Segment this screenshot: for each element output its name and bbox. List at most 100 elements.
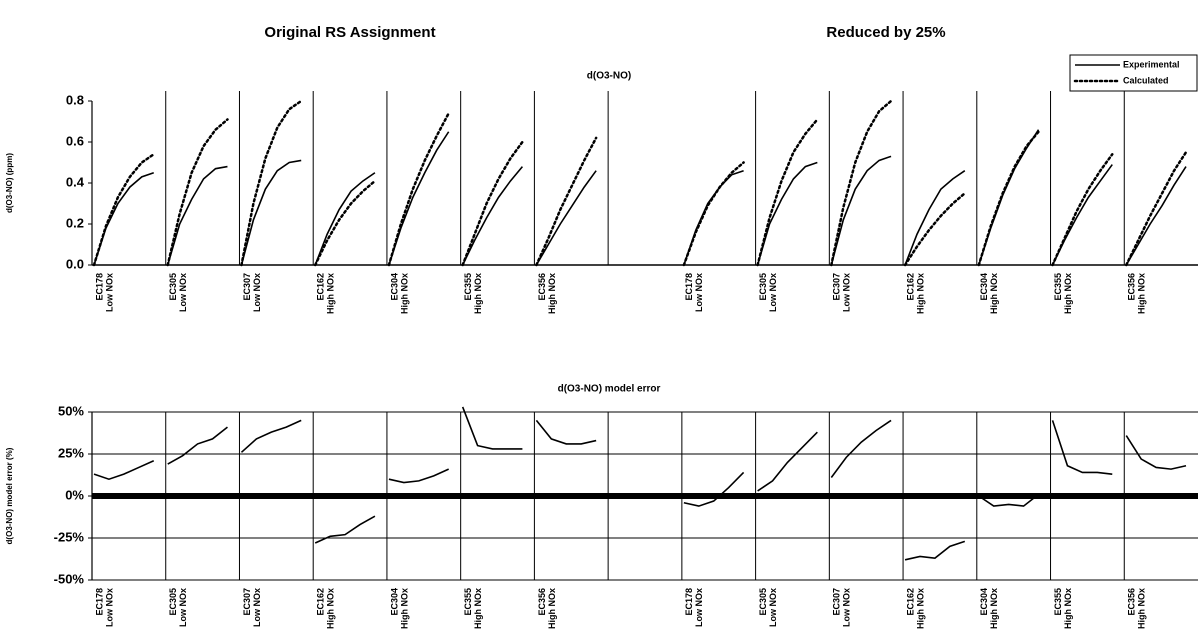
series-line [1051, 420, 1113, 475]
x-tick-label: High NOx [326, 588, 336, 629]
series-line [977, 130, 1040, 267]
x-tick-label: EC307 [832, 588, 842, 616]
x-tick-label: EC178 [94, 273, 104, 301]
series-line [1051, 164, 1113, 266]
x-tick-label: Low NOx [252, 273, 262, 312]
chart-title: d(O3-NO) model error [558, 384, 661, 395]
x-tick-label: Low NOx [252, 588, 262, 627]
series-line [461, 166, 524, 266]
x-tick-label: High NOx [915, 273, 925, 314]
x-tick-label: EC305 [758, 588, 768, 616]
series-line [1125, 435, 1187, 470]
y-tick-label: 0.6 [66, 133, 84, 148]
series-line [978, 129, 1040, 266]
series-line [830, 155, 892, 266]
x-tick-label: High NOx [1137, 273, 1147, 314]
y-tick-label: 0.4 [66, 174, 85, 189]
group-header: Original RS Assignment [264, 24, 435, 41]
x-tick-label: EC305 [168, 588, 178, 616]
x-tick-label: High NOx [399, 588, 409, 629]
series-line [757, 431, 818, 492]
y-tick-label: 0.2 [66, 215, 84, 230]
series-line [461, 140, 524, 267]
x-tick-label: High NOx [547, 273, 557, 314]
x-tick-label: High NOx [326, 273, 336, 314]
series-line [167, 426, 228, 465]
series-line [388, 131, 450, 266]
series-line [388, 468, 449, 484]
series-line [314, 172, 376, 266]
x-tick-label: EC304 [979, 588, 989, 616]
y-tick-label: 25% [58, 445, 84, 460]
x-tick-label: High NOx [1137, 588, 1147, 629]
x-tick-label: High NOx [1063, 273, 1073, 314]
series-line [387, 112, 450, 267]
series-line [978, 493, 1040, 507]
x-tick-label: EC305 [758, 273, 768, 301]
x-tick-label: EC355 [463, 588, 473, 616]
y-axis-title: d(O3-NO) model error (%) [5, 447, 14, 544]
y-tick-label: 50% [58, 403, 84, 418]
series-line [1051, 153, 1114, 267]
x-tick-label: EC178 [684, 273, 694, 301]
x-tick-label: High NOx [989, 273, 999, 314]
series-line [683, 169, 744, 266]
x-tick-label: Low NOx [104, 273, 114, 312]
series-line [240, 159, 302, 266]
x-tick-label: High NOx [915, 588, 925, 629]
x-tick-label: EC162 [316, 273, 326, 301]
x-tick-label: High NOx [473, 588, 483, 629]
x-tick-label: High NOx [989, 588, 999, 629]
series-line [313, 179, 377, 267]
x-tick-label: EC356 [1127, 588, 1137, 616]
series-line [1125, 166, 1187, 266]
legend-box [1069, 54, 1198, 92]
series-line [903, 192, 967, 267]
x-tick-label: Low NOx [694, 273, 704, 312]
legend-label: Experimental [1123, 59, 1180, 69]
y-tick-label: 0% [65, 487, 84, 502]
y-axis-title: d(O3-NO) (ppm) [5, 153, 14, 213]
series-line [535, 136, 598, 267]
x-tick-label: Low NOx [694, 588, 704, 627]
x-tick-label: High NOx [1063, 588, 1073, 629]
series-line [314, 515, 376, 544]
legend-label: Calculated [1123, 75, 1169, 85]
x-tick-label: Low NOx [842, 588, 852, 627]
series-line [461, 406, 523, 450]
x-tick-label: Low NOx [178, 273, 188, 312]
series-line [830, 419, 892, 478]
series-line [904, 540, 966, 561]
x-tick-label: EC162 [905, 588, 915, 616]
series-line [166, 118, 229, 267]
x-tick-label: EC307 [242, 273, 252, 301]
series-line [904, 170, 966, 266]
x-tick-label: EC162 [905, 273, 915, 301]
series-line [756, 118, 819, 267]
series-line [240, 99, 303, 267]
series-line [682, 161, 745, 267]
x-tick-label: EC304 [979, 273, 989, 301]
x-tick-label: EC178 [684, 588, 694, 616]
x-tick-label: High NOx [473, 273, 483, 314]
x-tick-label: Low NOx [768, 273, 778, 312]
y-tick-label: 0.0 [66, 256, 84, 271]
series-line [535, 170, 597, 266]
series-line [830, 99, 893, 267]
x-tick-label: EC356 [1127, 273, 1137, 301]
x-tick-label: Low NOx [178, 588, 188, 627]
x-tick-label: Low NOx [842, 273, 852, 312]
x-tick-label: EC307 [832, 273, 842, 301]
series-line [166, 165, 228, 266]
x-tick-label: EC162 [316, 588, 326, 616]
x-tick-label: EC356 [537, 273, 547, 301]
series-line [535, 419, 597, 445]
x-tick-label: High NOx [547, 588, 557, 629]
x-tick-label: EC355 [463, 273, 473, 301]
x-tick-label: EC178 [94, 588, 104, 616]
series-line [683, 471, 745, 507]
x-tick-label: EC355 [1053, 273, 1063, 301]
series-line [93, 459, 155, 481]
x-tick-label: EC356 [537, 588, 547, 616]
